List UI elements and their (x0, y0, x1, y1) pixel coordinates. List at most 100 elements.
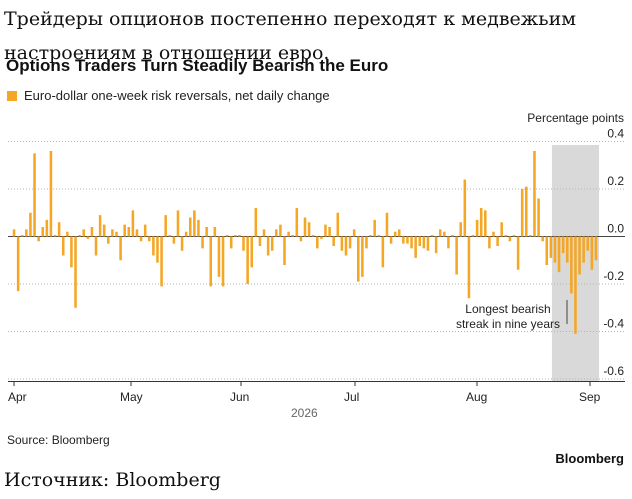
bar (369, 235, 372, 237)
bar (102, 224, 106, 237)
bar (287, 231, 290, 237)
bar (594, 236, 598, 261)
bar (115, 231, 118, 237)
bar (270, 236, 274, 251)
bar (557, 236, 561, 273)
bar (299, 236, 303, 242)
bar (180, 236, 184, 251)
bar (459, 222, 462, 237)
bar (389, 236, 393, 244)
x-tick-label: Apr (8, 390, 27, 404)
bar (37, 236, 40, 242)
bar (545, 236, 549, 265)
bar (418, 236, 422, 246)
bar (570, 236, 573, 294)
y-tick-label: -0.6 (603, 364, 624, 378)
bar (484, 210, 487, 237)
bar (139, 236, 143, 242)
bar (303, 217, 307, 237)
chart-source: Source: Bloomberg (7, 433, 110, 447)
annotation-line-1: Longest bearish (465, 302, 550, 316)
bar (397, 229, 401, 237)
bar (475, 219, 479, 237)
bar (565, 236, 569, 263)
bar (516, 236, 520, 270)
bar (201, 236, 204, 249)
bar (160, 236, 163, 287)
bar (25, 229, 28, 237)
bar (188, 217, 192, 237)
bar (45, 219, 49, 237)
bar (254, 208, 258, 237)
bar (590, 236, 594, 270)
x-tick-label: Sep (579, 390, 601, 404)
bar (279, 224, 282, 237)
bar (275, 229, 278, 237)
bar (234, 235, 237, 237)
bar (258, 236, 262, 246)
x-tick-label: May (120, 390, 143, 404)
article-source: Источник: Bloomberg (4, 469, 221, 491)
bar (193, 210, 196, 237)
bar (316, 236, 319, 249)
x-tick-label: Aug (466, 390, 487, 404)
bar (217, 236, 221, 277)
bar (291, 235, 294, 237)
bar (520, 189, 524, 237)
bar (311, 235, 315, 237)
bar (242, 236, 245, 251)
bar (172, 236, 176, 244)
bar (574, 236, 577, 334)
bar (250, 236, 253, 268)
bar (229, 236, 233, 249)
bar (86, 236, 90, 239)
bar (488, 236, 491, 249)
bar (451, 235, 454, 237)
bar (479, 208, 483, 237)
bar (78, 235, 81, 237)
bar (414, 236, 417, 258)
bar (168, 235, 172, 237)
bar (12, 229, 16, 237)
bar (508, 236, 512, 242)
bar (94, 236, 98, 256)
bar (328, 227, 331, 237)
bar (426, 236, 430, 251)
bar-chart: 0.4 0.2 0.0 -0.2 -0.4 -0.6 Percentage points Ap… (8, 111, 625, 420)
bar (463, 179, 467, 237)
x-tick-label: Jul (344, 390, 359, 404)
chart-title: Options Traders Turn Steadily Bearish th… (6, 56, 389, 75)
bar (336, 212, 340, 237)
bar (348, 236, 352, 249)
bar (561, 236, 565, 254)
bar (492, 231, 495, 237)
bar (512, 235, 516, 237)
bar (295, 208, 299, 237)
bar (332, 236, 335, 246)
y-tick-label: -0.4 (603, 317, 624, 331)
bar (361, 236, 364, 277)
bar (57, 222, 61, 237)
y-tick-label: 0.4 (607, 127, 624, 141)
bar (307, 222, 311, 237)
y-tick-label: 0.2 (607, 174, 624, 188)
bar (98, 215, 102, 237)
bar (553, 236, 557, 263)
bar (205, 227, 208, 237)
bar (357, 236, 360, 282)
chart-legend: Euro-dollar one-week risk reversals, net… (7, 88, 330, 103)
bar (156, 236, 159, 263)
bar (119, 236, 122, 261)
bar (20, 235, 24, 237)
article-headline: Трейдеры опционов постепенно переходят к… (4, 8, 577, 64)
bar (430, 235, 434, 237)
bar (197, 219, 200, 237)
x-tick-label: Jun (230, 390, 249, 404)
bar (320, 236, 323, 239)
bar (143, 224, 147, 237)
bar (152, 236, 155, 256)
bar (471, 235, 475, 237)
bar (393, 231, 397, 237)
bar (246, 236, 249, 284)
bar (29, 212, 32, 237)
